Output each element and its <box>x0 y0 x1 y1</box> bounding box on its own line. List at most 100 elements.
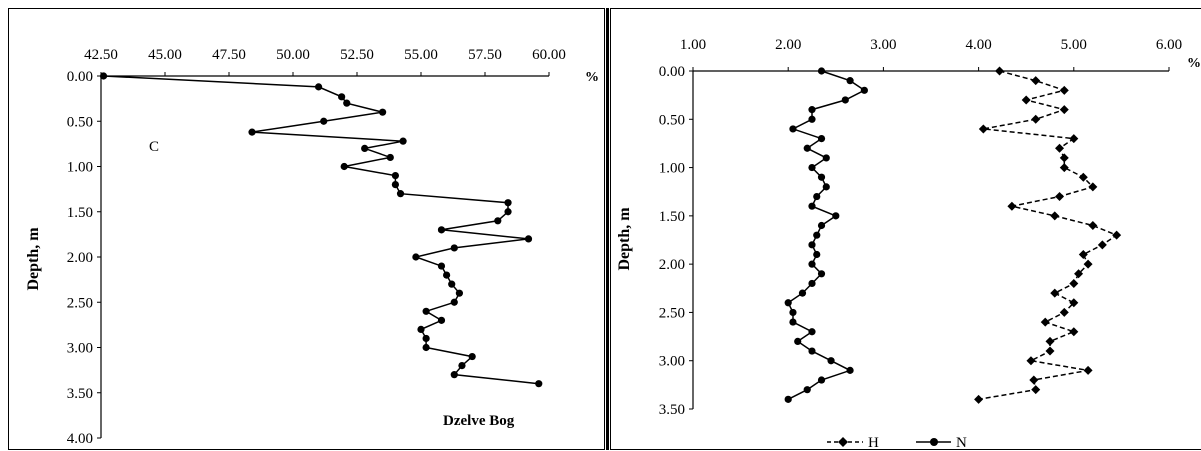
data-point-h <box>1055 192 1065 202</box>
data-point-0 <box>412 253 420 261</box>
y-tick-label: 3.50 <box>67 386 93 402</box>
data-point-h <box>995 66 1005 76</box>
data-point-h <box>1021 95 1031 105</box>
data-point-0 <box>379 108 387 116</box>
data-point-0 <box>437 262 446 270</box>
data-point-n <box>808 260 816 268</box>
data-point-h <box>1050 288 1060 298</box>
data-point-n <box>813 250 821 259</box>
data-point-h <box>1059 85 1069 95</box>
y-tick-label: 0.50 <box>67 114 93 130</box>
data-point-0 <box>399 137 407 145</box>
x-tick-label: 6.00 <box>1156 37 1182 53</box>
data-point-0 <box>535 380 543 388</box>
hn-depth-chart: 1.00 2.00 3.00 4.00 5.00 6.00 0.00 0.50 1.00 1.50… <box>616 37 1201 451</box>
chart-panel-hn: 1.00 2.00 3.00 4.00 5.00 6.00 0.00 0.50 1.00 1.50… <box>610 8 1201 451</box>
data-point-0 <box>340 162 348 171</box>
data-point-0 <box>455 289 463 297</box>
x-tick-label: 57.50 <box>468 47 502 63</box>
data-point-n <box>808 202 816 210</box>
y-tick-label: 2.50 <box>659 305 685 321</box>
data-point-h <box>1029 375 1039 385</box>
data-point-0 <box>524 235 533 243</box>
y-axis-title: Depth, m <box>616 207 633 271</box>
data-point-h <box>974 394 984 404</box>
x-tick-label: 1.00 <box>680 37 706 53</box>
data-point-h <box>978 124 988 134</box>
y-tick-label: 1.00 <box>659 161 685 177</box>
legend-n-marker <box>930 438 938 446</box>
data-point-h <box>1059 163 1069 173</box>
data-point-n <box>822 154 830 162</box>
data-point-n <box>808 115 816 123</box>
data-point-h <box>1083 365 1093 375</box>
data-point-h <box>1069 278 1079 288</box>
y-tick-label: 2.00 <box>659 257 685 273</box>
data-point-h <box>1040 317 1050 327</box>
data-point-h <box>1088 221 1098 231</box>
x-tick-label: 2.00 <box>775 37 801 53</box>
data-point-n <box>808 328 816 336</box>
data-point-n <box>808 241 816 249</box>
data-point-0 <box>504 208 512 216</box>
data-point-0 <box>422 343 430 352</box>
data-point-h <box>1045 336 1055 346</box>
y-tick-label: 0.00 <box>67 69 93 85</box>
data-point-n <box>803 144 811 152</box>
data-point-n <box>789 308 797 317</box>
data-point-h <box>1078 172 1088 182</box>
data-point-n <box>808 347 816 355</box>
site-annotation: Dzelve Bog <box>443 413 515 429</box>
x-tick-label: 55.00 <box>404 47 438 63</box>
data-point-n <box>798 289 807 297</box>
data-point-n <box>817 270 826 278</box>
y-tick-label: 3.50 <box>659 402 685 418</box>
chart-panel-carbon: 42.50 45.00 47.50 50.00 52.50 55.00 57.50 60.00… <box>8 8 605 450</box>
data-point-n <box>817 135 826 143</box>
data-point-0 <box>450 244 458 252</box>
data-point-0 <box>391 171 399 180</box>
data-point-0 <box>437 316 446 324</box>
data-point-0 <box>422 307 430 315</box>
data-point-h <box>1050 211 1060 221</box>
data-point-0 <box>458 362 466 370</box>
data-point-n <box>808 163 816 172</box>
carbon-annotation: C <box>149 139 159 155</box>
data-point-h <box>1083 259 1093 269</box>
legend: H N <box>827 435 967 451</box>
panel-separator <box>606 8 609 450</box>
data-point-0 <box>468 352 476 361</box>
data-point-n <box>784 395 792 403</box>
y-tick-label: 1.00 <box>67 160 93 176</box>
data-point-h <box>1078 249 1088 259</box>
data-point-n <box>817 67 826 75</box>
data-point-h <box>1055 143 1065 153</box>
data-point-0 <box>422 334 430 343</box>
x-unit-label: % <box>1187 56 1201 71</box>
data-point-0 <box>338 93 346 101</box>
y-tick-label: 1.50 <box>659 209 685 225</box>
data-point-n <box>808 106 816 114</box>
x-tick-label: 45.00 <box>148 47 182 63</box>
data-point-0 <box>494 217 502 225</box>
x-tick-label: 4.00 <box>965 37 991 53</box>
data-point-0 <box>320 117 328 125</box>
data-point-n <box>813 192 821 201</box>
y-tick-label: 2.00 <box>67 250 93 266</box>
data-point-n <box>784 299 792 307</box>
data-point-h <box>1045 346 1055 356</box>
x-tick-label: 3.00 <box>870 37 896 53</box>
data-point-0 <box>315 83 323 91</box>
x-tick-label: 50.00 <box>276 47 310 63</box>
data-point-0 <box>396 190 405 198</box>
data-point-n <box>832 212 840 220</box>
x-unit-label: % <box>585 70 599 85</box>
data-point-h <box>1026 356 1036 366</box>
y-tick-label: 0.50 <box>659 112 685 128</box>
legend-h-marker <box>838 437 848 447</box>
data-point-n <box>808 279 816 288</box>
carbon-depth-chart: 42.50 45.00 47.50 50.00 52.50 55.00 57.50 60.00… <box>25 47 599 447</box>
data-point-n <box>817 376 826 384</box>
data-point-n <box>860 86 868 94</box>
data-point-n <box>789 125 797 133</box>
